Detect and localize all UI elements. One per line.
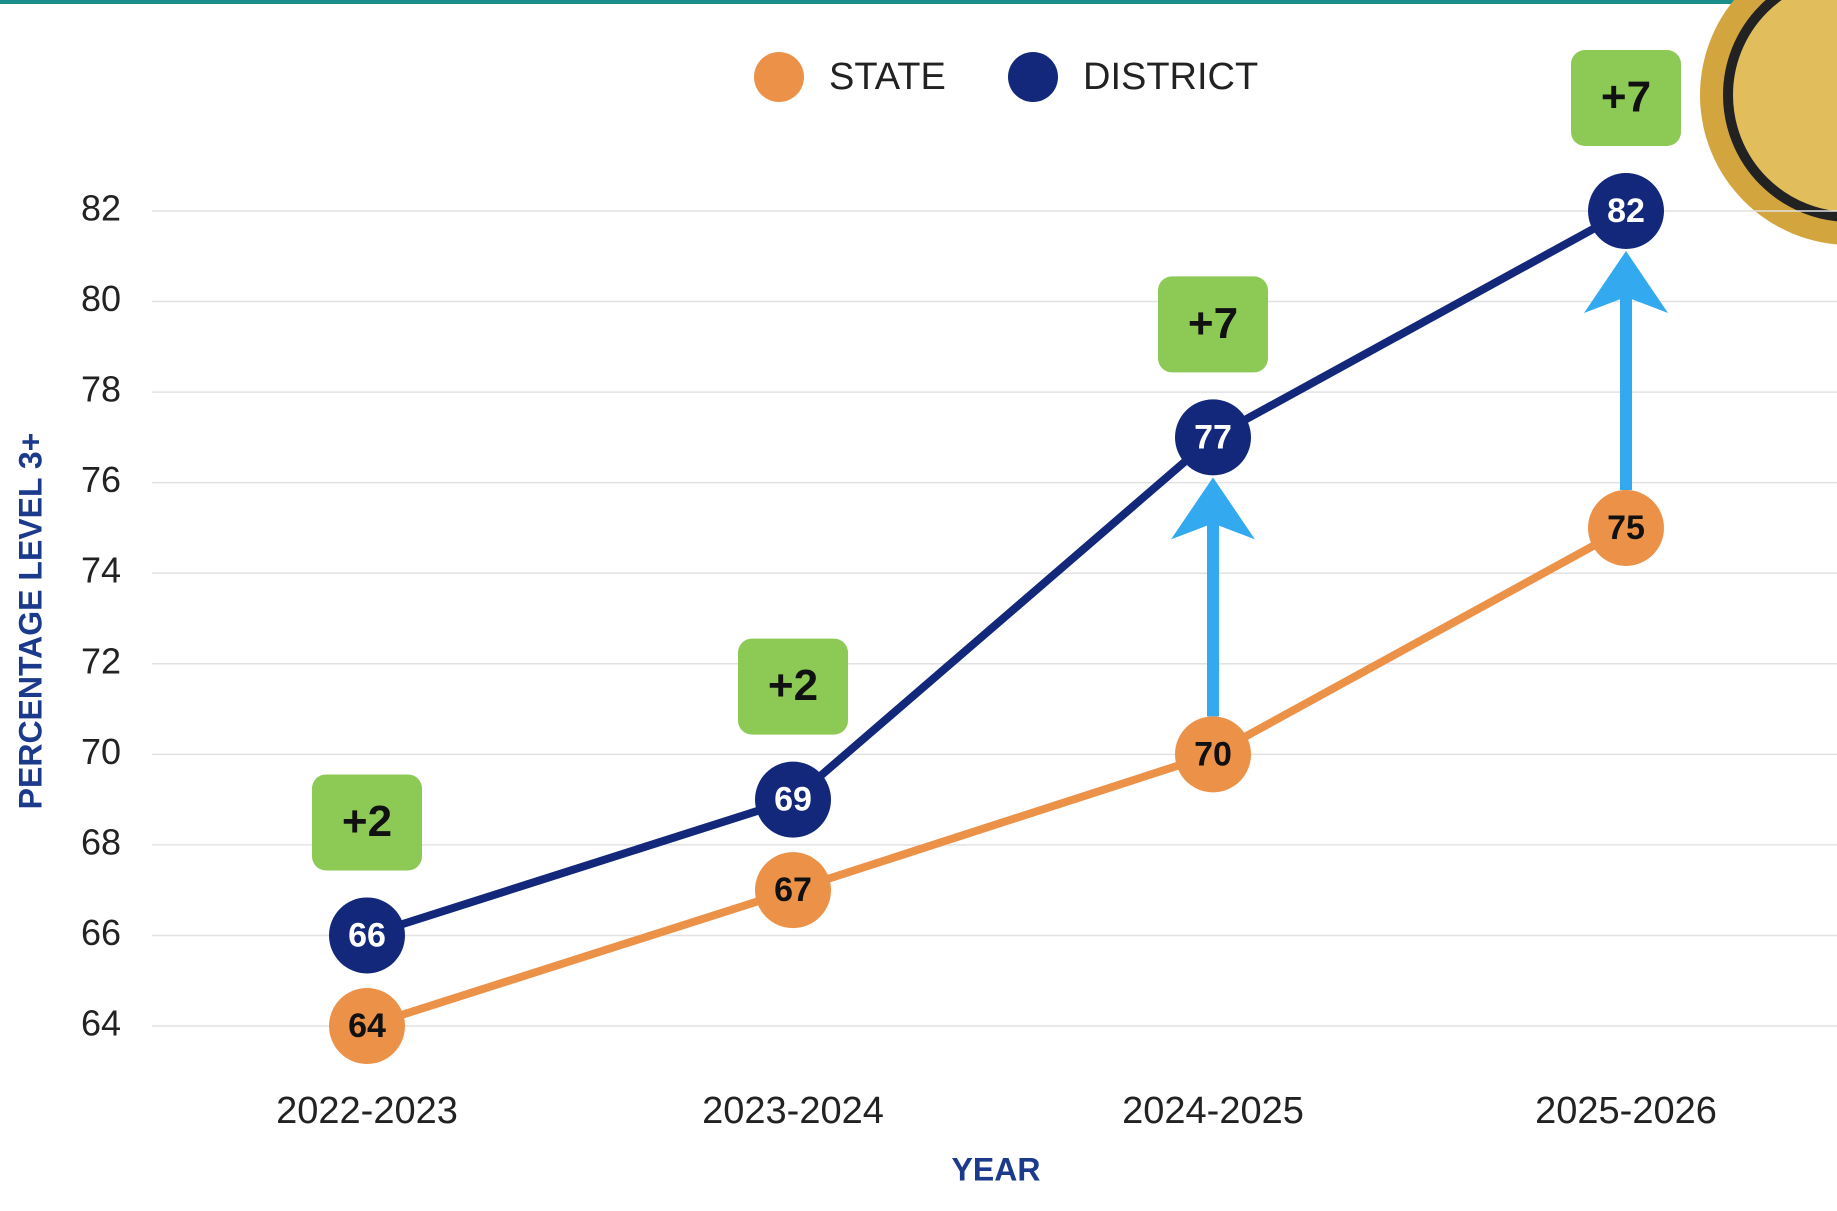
y-tick-label: 78 xyxy=(81,369,121,410)
gap-arrow-head xyxy=(1171,477,1255,540)
data-point xyxy=(329,897,405,974)
legend-label: STATE xyxy=(829,56,946,98)
data-point xyxy=(755,852,831,929)
legend-swatch xyxy=(754,52,804,102)
data-point xyxy=(755,761,831,838)
legend-label: DISTRICT xyxy=(1083,56,1258,98)
y-tick-label: 66 xyxy=(81,912,121,953)
data-label: 67 xyxy=(774,871,812,909)
y-tick-label: 80 xyxy=(81,278,121,319)
y-tick-label: 74 xyxy=(81,550,121,591)
y-tick-label: 64 xyxy=(81,1003,121,1044)
series-line xyxy=(365,524,1628,1030)
y-tick-label: 82 xyxy=(81,188,121,229)
top-bar xyxy=(0,0,1837,4)
annotation-box xyxy=(312,774,422,871)
data-point xyxy=(1175,716,1251,793)
y-tick-label: 70 xyxy=(81,731,121,772)
data-label: 77 xyxy=(1194,418,1232,456)
legend-swatch xyxy=(1008,52,1058,102)
data-point xyxy=(329,988,405,1064)
y-tick-label: 72 xyxy=(81,640,121,681)
annotation-box xyxy=(1158,276,1268,373)
annotation: +7 xyxy=(1188,299,1238,348)
annotation-box xyxy=(738,638,848,735)
y-axis-title: PERCENTAGE LEVEL 3+ xyxy=(12,433,48,810)
x-tick-label: 2024-2025 xyxy=(1122,1090,1304,1132)
annotation: +2 xyxy=(342,797,392,846)
data-point xyxy=(1588,489,1664,566)
annotation: +7 xyxy=(1601,73,1651,122)
y-tick-label: 76 xyxy=(81,459,121,500)
data-point xyxy=(1175,399,1251,476)
x-tick-label: 2022-2023 xyxy=(276,1090,458,1132)
x-axis-title: YEAR xyxy=(952,1151,1041,1187)
data-label: 66 xyxy=(348,916,386,954)
gap-arrow-head xyxy=(1584,251,1668,313)
data-label: 69 xyxy=(774,781,812,819)
series-line xyxy=(365,207,1628,940)
x-tick-label: 2023-2024 xyxy=(702,1090,884,1132)
seal xyxy=(1700,0,1837,245)
data-label: 75 xyxy=(1607,509,1645,547)
annotation: +2 xyxy=(768,661,818,710)
annotation-box xyxy=(1571,50,1681,146)
data-label: 70 xyxy=(1194,735,1232,773)
y-tick-label: 68 xyxy=(81,821,121,862)
data-label: 64 xyxy=(348,1007,386,1045)
data-point xyxy=(1588,173,1664,249)
x-tick-label: 2025-2026 xyxy=(1535,1090,1717,1132)
data-label: 82 xyxy=(1607,192,1645,230)
